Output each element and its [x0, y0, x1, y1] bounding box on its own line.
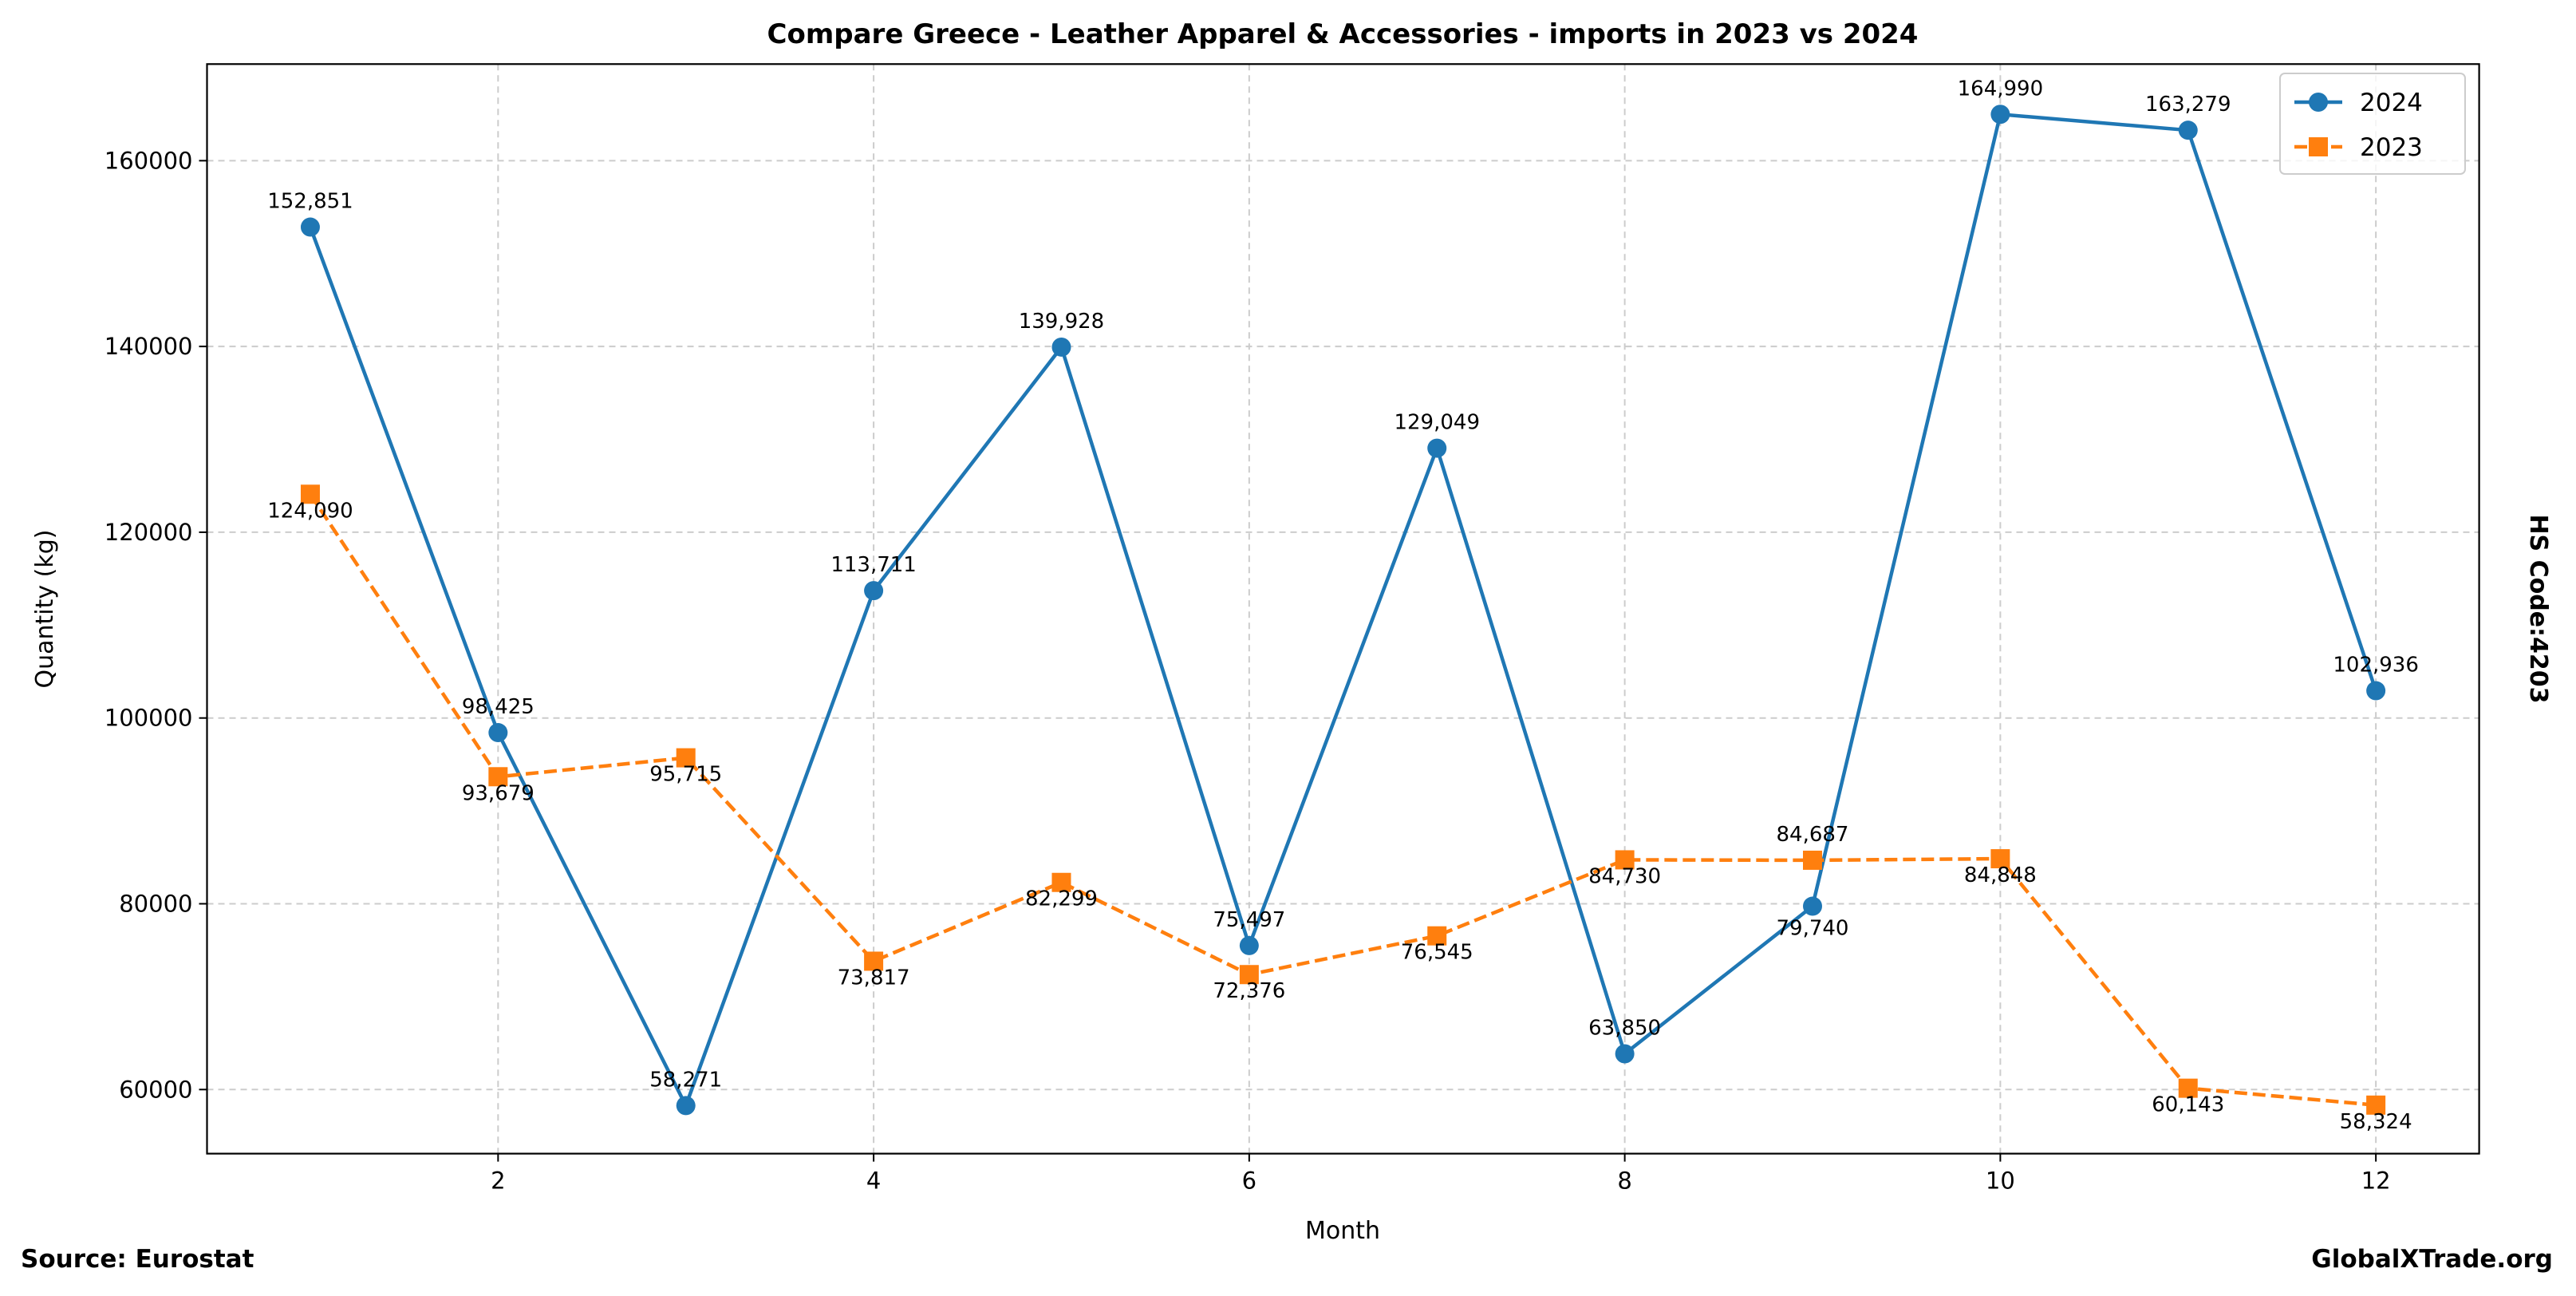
y-tick-label: 120000	[105, 519, 193, 546]
data-point-2023	[1803, 850, 1823, 870]
data-label-2023: 73,817	[838, 966, 910, 990]
data-label-2023: 84,687	[1777, 823, 1849, 847]
axis-ticks: 2 4 6 8 10 12 60000 80000 100000 120000 140000 1600…	[105, 147, 2391, 1194]
data-point-2023	[1990, 849, 2010, 869]
data-label-2023: 93,679	[462, 781, 535, 805]
data-labels: 152,851 98,425 58,271 113,711 139,928 75,497 1…	[267, 77, 2419, 1134]
data-point-2024	[2178, 121, 2198, 140]
data-label-2024: 102,936	[2333, 654, 2419, 678]
chart-title: Compare Greece - Leather Apparel & Acces…	[767, 18, 1919, 50]
x-tick-label: 2	[491, 1168, 505, 1195]
data-point-2023	[2366, 1095, 2386, 1115]
data-label-2024: 58,271	[649, 1068, 722, 1092]
y-tick-label: 100000	[105, 705, 193, 732]
series-line-2023	[309, 493, 2377, 1108]
data-label-2024: 63,850	[1588, 1016, 1661, 1040]
x-axis-label: Month	[1305, 1217, 1380, 1245]
data-point-2024	[1427, 438, 1447, 458]
plot-frame	[206, 63, 2480, 1155]
y-tick-label: 140000	[105, 333, 193, 360]
data-label-2024: 98,425	[462, 695, 535, 719]
data-label-2023: 76,545	[1401, 941, 1473, 965]
legend-marker-2024	[2309, 93, 2328, 112]
x-tick-label: 4	[866, 1168, 881, 1195]
legend-label-2024: 2024	[2360, 89, 2423, 117]
data-label-2023: 84,730	[1588, 864, 1661, 888]
data-point-2024	[1051, 337, 1071, 357]
legend-marker-2023	[2309, 137, 2328, 156]
data-point-2024	[676, 1096, 696, 1116]
data-point-2023	[1615, 850, 1635, 870]
data-point-2023	[488, 767, 508, 787]
data-point-2024	[488, 723, 508, 743]
data-point-2023	[1427, 926, 1447, 946]
data-point-2023	[1051, 872, 1071, 892]
source-label: Source: Eurostat	[21, 1245, 254, 1274]
x-tick-label: 6	[1242, 1168, 1256, 1195]
x-tick-label: 10	[1986, 1168, 2015, 1195]
data-label-2024: 113,711	[830, 553, 917, 577]
grid	[207, 64, 2479, 1154]
data-label-2024: 129,049	[1394, 411, 1480, 435]
data-point-2024	[300, 217, 320, 237]
data-label-2023: 124,090	[267, 499, 353, 523]
data-point-2023	[864, 951, 884, 971]
x-tick-label: 12	[2361, 1168, 2391, 1195]
x-tick-label: 8	[1617, 1168, 1631, 1195]
data-point-2023	[2178, 1078, 2198, 1098]
hs-code-label: HS Code:4203	[2524, 514, 2552, 703]
data-label-2023: 84,848	[1964, 863, 2037, 887]
series-layer	[300, 105, 2386, 1116]
y-axis-label: Quantity (kg)	[31, 530, 59, 689]
data-point-2024	[1615, 1044, 1635, 1064]
data-point-2023	[1239, 965, 1259, 985]
data-label-2023: 72,376	[1213, 979, 1285, 1003]
data-label-2023: 82,299	[1025, 887, 1098, 911]
data-label-2024: 75,497	[1213, 908, 1285, 932]
data-point-2024	[1239, 935, 1259, 955]
data-label-2024: 152,851	[267, 190, 353, 214]
brand-label: GlobalXTrade.org	[2311, 1245, 2553, 1274]
data-point-2024	[1990, 105, 2010, 124]
legend: 2024 2023	[2279, 73, 2466, 175]
data-label-2023: 58,324	[2340, 1110, 2412, 1134]
data-point-2024	[1803, 896, 1823, 916]
data-point-2023	[300, 484, 320, 504]
data-label-2024: 163,279	[2145, 93, 2231, 117]
data-point-2023	[676, 748, 696, 768]
data-label-2024: 79,740	[1777, 917, 1849, 941]
data-label-2024: 164,990	[1958, 77, 2044, 101]
data-label-2024: 139,928	[1019, 310, 1105, 334]
data-label-2023: 60,143	[2152, 1093, 2224, 1117]
y-tick-label: 60000	[119, 1076, 192, 1103]
series-line-2024	[308, 112, 2378, 1111]
data-label-2023: 95,715	[649, 763, 722, 787]
y-tick-label: 80000	[119, 891, 192, 918]
y-tick-label: 160000	[105, 147, 193, 174]
data-point-2024	[864, 581, 884, 601]
legend-label-2023: 2023	[2360, 133, 2423, 162]
data-point-2024	[2366, 681, 2386, 701]
